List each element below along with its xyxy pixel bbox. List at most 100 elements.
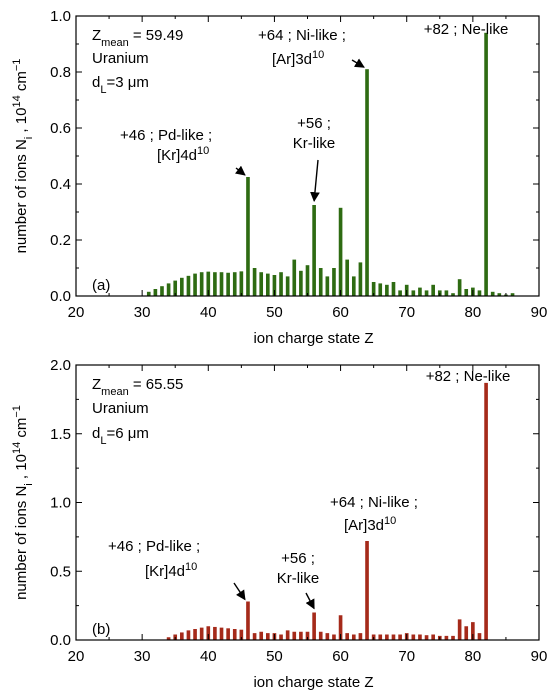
bar-z60 — [338, 207, 343, 296]
bar-z43 — [226, 272, 230, 296]
x-tick-label: 90 — [531, 648, 548, 665]
bar-z62 — [351, 276, 356, 296]
annotation-label: Kr-like — [277, 570, 320, 587]
annotation-label: +64 ; Ni-like ; — [258, 27, 346, 44]
bar-z40 — [206, 626, 211, 640]
x-tick-label: 20 — [68, 304, 85, 321]
annotation-label: +56 ; — [281, 550, 315, 567]
bar-z45 — [239, 629, 244, 640]
bar-z77 — [451, 635, 455, 640]
bar-z36 — [180, 632, 184, 640]
y-axis-label: number of ions Ni , 1014 cm−1 — [11, 59, 35, 254]
x-tick-label: 80 — [465, 304, 482, 321]
annotation-label: +82 ; Ne-like — [426, 368, 511, 385]
y-tick-label: 0.8 — [50, 64, 71, 81]
bar-z38 — [193, 629, 197, 640]
bar-z73 — [424, 635, 429, 640]
bar-z74 — [431, 634, 435, 640]
bar-z67 — [385, 634, 389, 640]
annotation-label: +46 ; Pd-like ; — [120, 127, 212, 144]
x-axis-label: ion charge state Z — [253, 674, 373, 691]
bar-z64 — [365, 541, 369, 640]
panel-b: 20 30 40 50 60 70 80 90 0.0 0.5 1.0 1.5 2.0 ion charg… — [11, 357, 547, 691]
bar-z49 — [265, 273, 270, 296]
annotation-label: [Kr]4d10 — [145, 561, 197, 580]
y-tick-label: 2.0 — [50, 357, 71, 374]
y-tick-label: 0.4 — [50, 176, 71, 193]
bar-z81 — [477, 633, 482, 640]
x-axis-label: ion charge state Z — [253, 330, 373, 347]
bar-z57 — [318, 631, 323, 640]
bar-z50 — [272, 275, 277, 296]
bar-z63 — [358, 633, 363, 640]
bar-z79 — [464, 289, 469, 296]
x-tick-label: 70 — [398, 304, 415, 321]
bar-z59 — [332, 268, 336, 296]
bar-z71 — [411, 290, 416, 296]
annotation-label: +64 ; Ni-like ; — [330, 494, 418, 511]
bar-z68 — [391, 634, 396, 640]
info-line: Zmean = 59.49 — [92, 27, 183, 49]
bar-z48 — [259, 272, 264, 296]
y-tick-label: 1.5 — [50, 426, 71, 443]
bar-z58 — [325, 276, 330, 296]
bar-z66 — [378, 634, 383, 640]
bar-z49 — [265, 633, 270, 640]
bar-z37 — [186, 275, 191, 296]
bar-z71 — [411, 634, 416, 640]
bar-z53 — [292, 259, 297, 296]
bar-z34 — [166, 637, 171, 640]
bar-z46 — [246, 601, 250, 640]
bar-z36 — [180, 277, 184, 296]
x-tick-label: 50 — [266, 648, 283, 665]
bar-z82 — [484, 382, 488, 640]
bar-z61 — [345, 633, 350, 640]
bar-z79 — [464, 626, 469, 640]
bar-z43 — [226, 628, 230, 640]
info-line: Zmean = 65.55 — [92, 376, 183, 398]
bar-z54 — [299, 270, 303, 296]
bar-z61 — [345, 259, 350, 296]
bar-z41 — [213, 626, 217, 640]
x-tick-label: 20 — [68, 648, 85, 665]
bar-z72 — [418, 287, 422, 296]
panel-label: (a) — [92, 277, 110, 294]
annotation-arrow — [235, 165, 246, 176]
info-line: dL=3 μm — [92, 74, 149, 96]
bar-z56 — [312, 612, 316, 640]
bar-z48 — [259, 631, 264, 640]
bar-z69 — [398, 634, 402, 640]
bar-z38 — [193, 273, 197, 296]
bar-z32 — [153, 289, 158, 296]
x-tick-label: 60 — [332, 648, 349, 665]
annotation-label: [Ar]3d10 — [272, 49, 324, 68]
bar-z56 — [312, 205, 316, 296]
bar-z37 — [186, 630, 191, 640]
bar-z47 — [252, 268, 257, 296]
bar-z62 — [351, 634, 356, 640]
y-tick-label: 0.5 — [50, 563, 71, 580]
bar-z51 — [279, 634, 283, 640]
bar-z34 — [166, 283, 171, 296]
bar-z40 — [206, 271, 211, 296]
annotation-arrow — [233, 582, 246, 601]
bar-z83 — [490, 291, 495, 296]
annotation-label: +46 ; Pd-like ; — [108, 538, 200, 555]
bar-z73 — [424, 290, 429, 296]
bar-z64 — [365, 69, 369, 296]
info-line: Uranium — [92, 400, 149, 417]
bar-z59 — [332, 634, 336, 640]
bar-z74 — [431, 284, 435, 296]
bar-z67 — [385, 284, 389, 296]
y-tick-label: 1.0 — [50, 495, 71, 512]
x-tick-label: 60 — [332, 304, 349, 321]
bar-z52 — [285, 630, 290, 640]
panel-a: 20 30 40 50 60 70 80 90 0.0 0.2 0.4 0.6 0.8 1.0 ion ch… — [11, 8, 547, 347]
y-tick-label: 0.0 — [50, 288, 71, 305]
bar-z84 — [497, 293, 502, 296]
bar-z63 — [358, 262, 363, 296]
x-tick-label: 90 — [531, 304, 548, 321]
annotation-label: +56 ; — [297, 115, 331, 132]
bar-z82 — [484, 32, 488, 297]
bar-z65 — [371, 282, 376, 296]
